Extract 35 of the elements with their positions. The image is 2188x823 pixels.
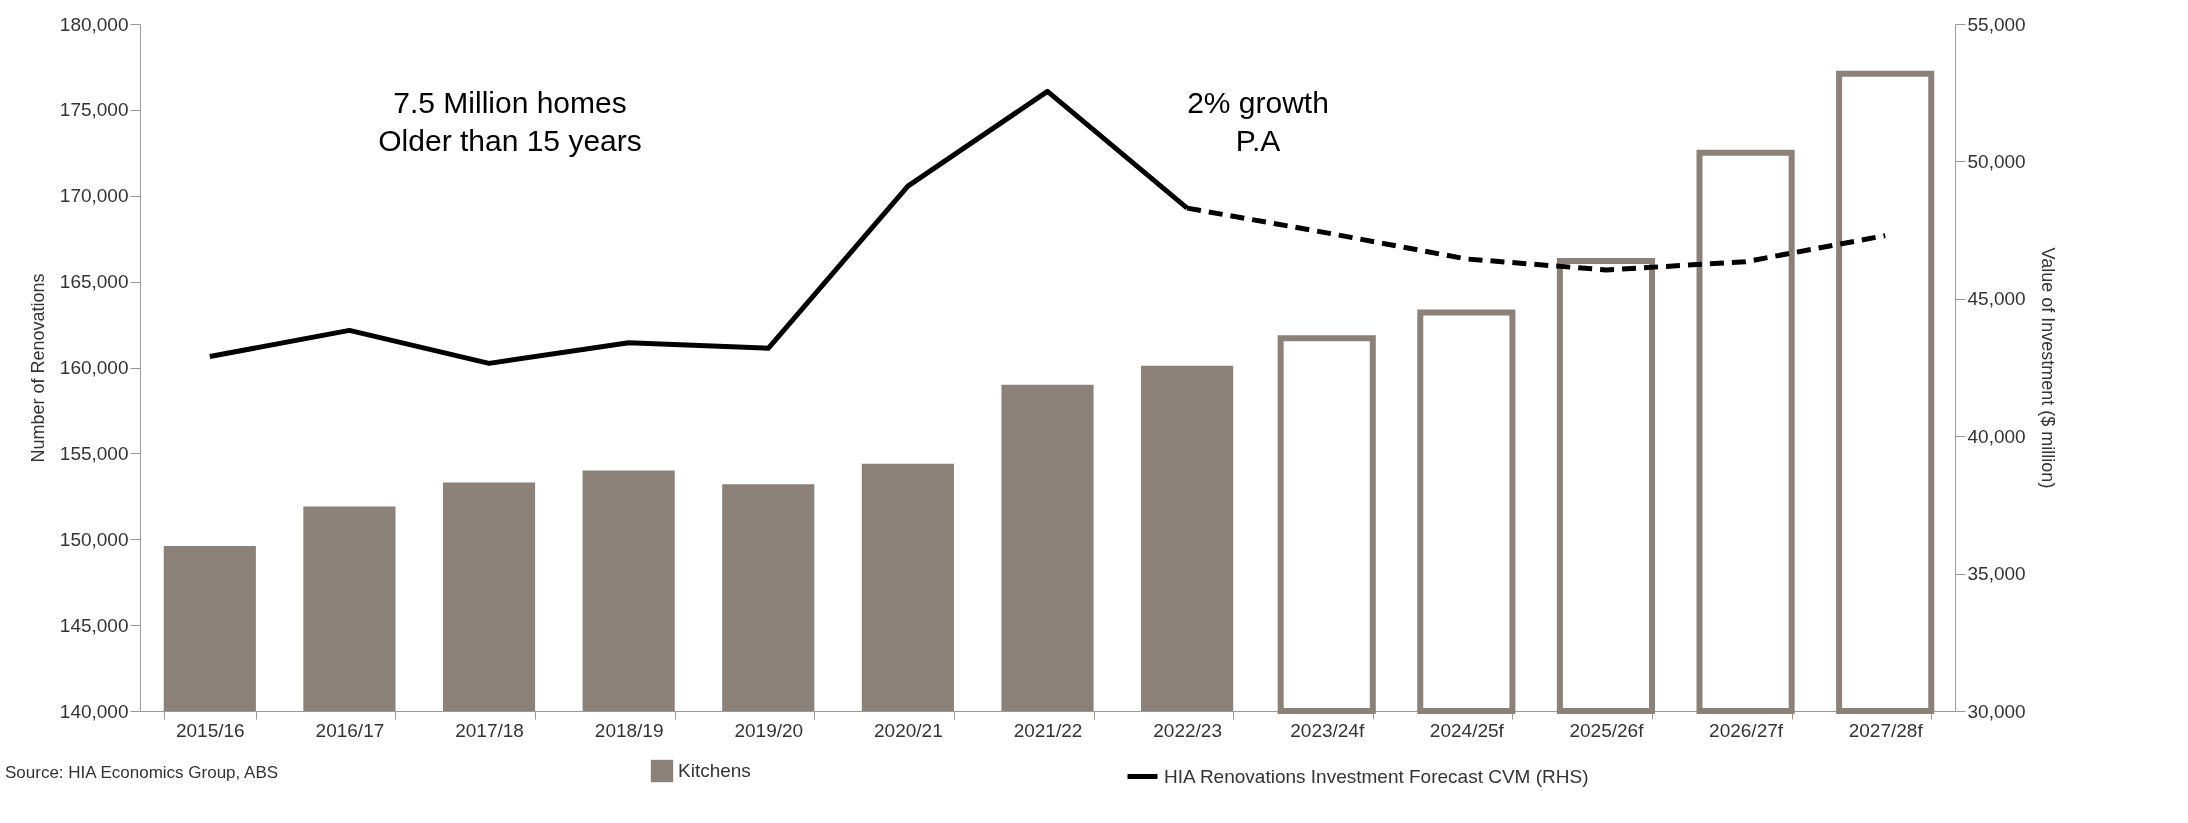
- y-tick-label: 145,000: [59, 614, 129, 636]
- y2-tick-label: 40,000: [1967, 425, 2026, 447]
- legend-label: HIA Renovations Investment Forecast CVM (RHS): [1164, 765, 1589, 787]
- y-tick-label: 180,000: [59, 13, 129, 35]
- y-tick-label: 170,000: [59, 185, 129, 207]
- x-tick-label: 2024/25f: [1429, 719, 1505, 741]
- y-axis-title: Number of Renovations: [27, 273, 48, 463]
- annotation: 7.5 Million homes Older than 15 years: [378, 86, 642, 157]
- x-tick-label: 2019/20: [734, 719, 804, 741]
- x-tick-label: 2021/22: [1013, 719, 1083, 741]
- source-note: Source: HIA Economics Group, ABS: [5, 763, 279, 782]
- x-tick-label: 2026/27f: [1709, 719, 1784, 741]
- y2-axis-title: Value of Investment ($ million): [2037, 247, 2058, 489]
- x-tick-label: 2027/28f: [1848, 719, 1924, 741]
- x-tick-label: 2025/26f: [1569, 719, 1645, 741]
- annotation: 2% growth P.A: [1187, 86, 1329, 157]
- x-tick-label: 2023/24f: [1290, 719, 1365, 741]
- y-tick-label: 150,000: [59, 528, 129, 550]
- x-tick-label: 2017/18: [455, 719, 524, 741]
- y-tick-label: 165,000: [59, 271, 129, 293]
- y2-tick-label: 30,000: [1967, 700, 2026, 722]
- legend-label: Kitchens: [678, 760, 751, 781]
- y-tick-label: 140,000: [59, 700, 129, 722]
- x-tick-label: 2018/19: [594, 719, 664, 741]
- y2-tick-label: 55,000: [1967, 13, 2026, 35]
- y-tick-label: 155,000: [59, 442, 129, 464]
- y-tick-label: 160,000: [59, 357, 129, 378]
- y2-tick-label: 45,000: [1967, 288, 2026, 310]
- x-tick-label: 2020/21: [874, 719, 943, 741]
- y-tick-label: 175,000: [59, 99, 129, 121]
- x-tick-label: 2016/17: [315, 719, 385, 741]
- y2-tick-label: 35,000: [1967, 563, 2026, 585]
- x-tick-label: 2015/16: [175, 719, 245, 741]
- x-tick-label: 2022/23: [1153, 719, 1222, 741]
- y2-tick-label: 50,000: [1967, 150, 2026, 172]
